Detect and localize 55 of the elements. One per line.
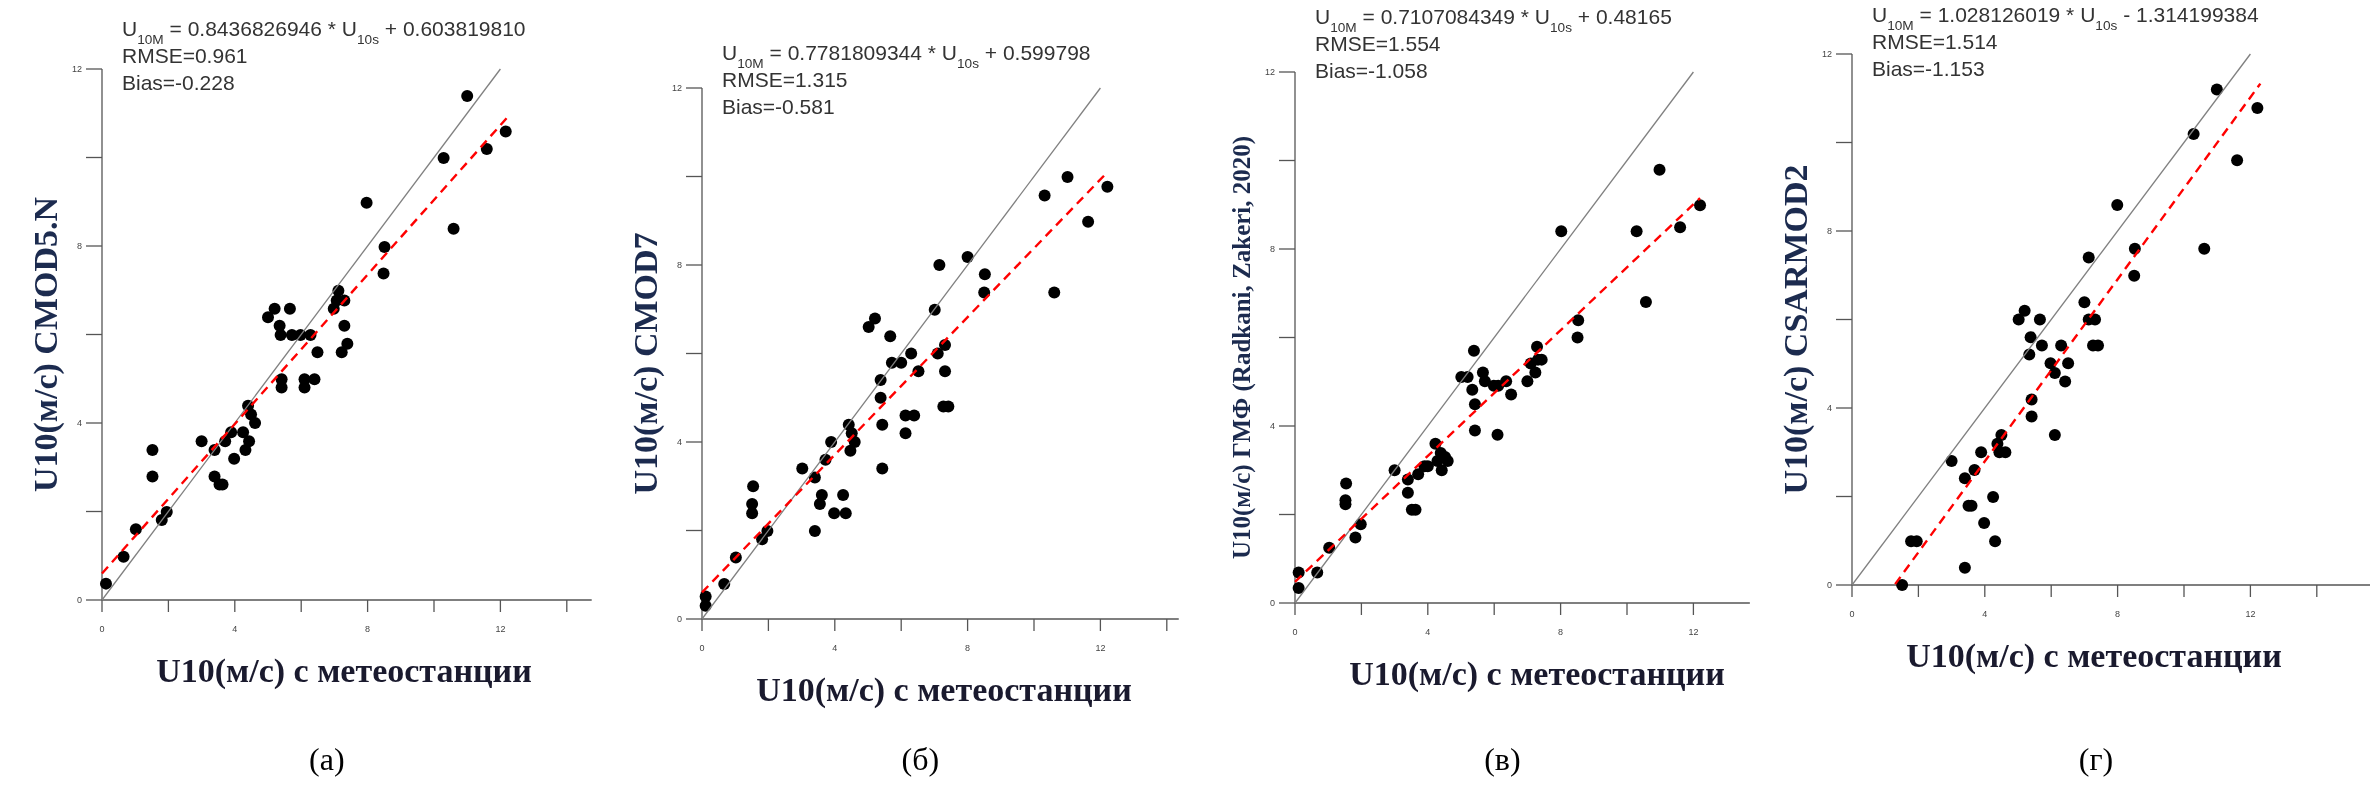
x-tick-label: 0 [1849,609,1855,619]
x-tick-label: 4 [1425,627,1431,637]
x-tick-label: 8 [1558,627,1564,637]
text: U$_{10M}$ = 0.7781809344 * U$_{10s}$ + 0.599798 [722,41,1091,71]
annotation: Bias=-0.581 [722,95,835,118]
text: RMSE=1.514 [1872,30,1998,53]
text: U$_{10M}$ = 0.7107084349 * U$_{10s}$ + 0.48165 [1315,5,1672,35]
y-axis-title: U10(м/с) CMOD5.N [27,196,65,493]
y-tick-label: 8 [76,241,82,252]
y-tick-label: 0 [76,595,82,606]
x-tick-label: 12 [495,624,506,634]
y-tick-label: 4 [76,418,82,429]
x-tick-label: 4 [1982,609,1988,619]
x-tick-label: 0 [1292,627,1298,637]
x-tick-label: 12 [1095,643,1106,653]
text: (в) [1484,741,1521,777]
text: RMSE=1.554 [1315,32,1441,55]
x-tick-label: 0 [99,624,105,634]
text: (г) [2078,741,2114,777]
text: (a) [309,741,345,777]
y-tick-label: 0 [1269,598,1275,609]
y-tick-label: 4 [1269,421,1275,432]
y-tick-label: 12 [671,83,682,94]
x-tick-label: 0 [699,643,705,653]
x-tick-label: 12 [1688,627,1699,637]
x-tick-label: 4 [832,643,838,653]
y-tick-label: 12 [1264,67,1275,78]
y-tick-label: 8 [1269,244,1275,255]
y-tick-label: 12 [1821,49,1832,60]
text: (б) [901,741,940,777]
y-axis-title: U10(м/с) ГМФ (Radkani, Zakeri, 2020) [1228,135,1256,560]
y-tick-label: 8 [676,260,682,271]
y-tick-label: 0 [1826,580,1832,591]
x-axis-title: U10(м/с) с метеостанции [1349,655,1725,693]
x-axis-title: U10(м/с) с метеостанции [756,671,1132,709]
x-tick-label: 4 [232,624,238,634]
y-tick-label: 8 [1826,226,1832,237]
x-tick-label: 8 [2115,609,2121,619]
y-tick-label: 4 [1826,403,1832,414]
text: U$_{10M}$ = 0.8436826946 * U$_{10s}$ + 0.603819810 [122,17,526,47]
text: RMSE=0.961 [122,44,248,67]
y-tick-label: 4 [676,437,682,448]
x-tick-label: 8 [365,624,371,634]
annotation: Bias=-0.228 [122,71,235,94]
annotation: RMSE=1.315 [722,68,848,91]
x-tick-label: 12 [2245,609,2256,619]
y-axis-title: U10(м/с) CMOD7 [627,232,665,495]
x-axis-title: U10(м/с) с метеостанции [1906,637,2282,675]
annotation: Bias=-1.153 [1872,57,1985,80]
y-tick-label: 12 [71,64,82,75]
y-axis-title: U10(м/с) CSARMOD2 [1777,164,1815,495]
text: U$_{10M}$ = 1.028126019 * U$_{10s}$ - 1.314199384 [1872,3,2259,33]
annotation: Bias=-1.058 [1315,59,1428,82]
x-axis-title: U10(м/с) с метеостанции [156,652,532,690]
x-tick-label: 8 [965,643,971,653]
